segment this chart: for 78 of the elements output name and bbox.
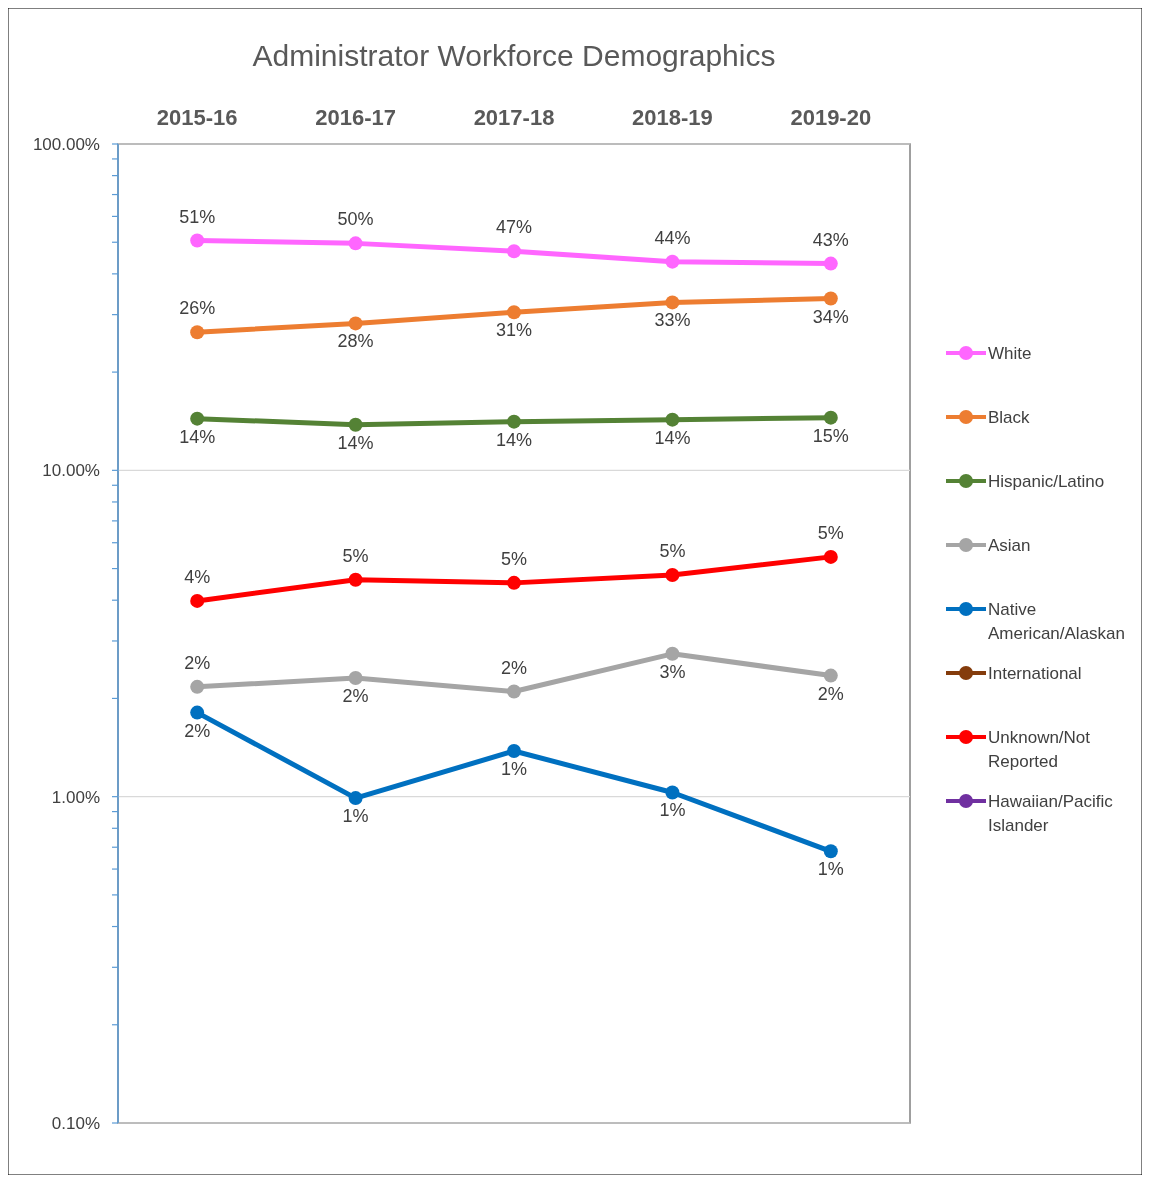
data-label: 5%	[342, 545, 369, 566]
data-label: 1%	[342, 806, 369, 827]
point	[348, 417, 363, 432]
point	[190, 233, 205, 248]
data-label: 14%	[337, 432, 374, 453]
data-label: 5%	[817, 522, 844, 543]
y-tick-label: 100.00%	[32, 135, 100, 154]
y-tick-label: 10.00%	[42, 461, 100, 481]
point	[665, 646, 680, 661]
data-label: 43%	[812, 229, 849, 250]
point	[665, 254, 680, 269]
point	[665, 295, 680, 310]
legend-label: International	[988, 664, 1082, 683]
legend-label: Hawaiian/Pacific Islander	[988, 792, 1114, 835]
data-label: 28%	[337, 331, 374, 352]
data-label: 1%	[817, 859, 844, 880]
point	[507, 684, 521, 699]
point	[823, 410, 838, 425]
point	[507, 244, 521, 259]
data-label: 44%	[654, 227, 691, 248]
point	[348, 572, 363, 587]
data-label: 2%	[342, 686, 369, 707]
data-label: 2%	[184, 652, 211, 673]
data-label: 2%	[817, 683, 844, 704]
x-tick-label: 2015-16	[156, 105, 238, 130]
point	[348, 236, 363, 251]
data-label: 47%	[495, 217, 533, 238]
point	[348, 316, 363, 331]
point	[665, 412, 680, 427]
data-label: 5%	[500, 548, 528, 569]
point	[190, 593, 205, 608]
point	[823, 291, 838, 306]
data-label: 2%	[500, 657, 528, 678]
point	[823, 256, 838, 271]
data-label: 14%	[654, 427, 691, 448]
data-label: 5%	[659, 540, 686, 561]
point	[665, 567, 680, 582]
point	[823, 844, 838, 859]
data-label: 15%	[812, 425, 849, 446]
point	[823, 668, 838, 683]
data-label: 14%	[495, 429, 533, 450]
data-label: 34%	[812, 306, 849, 327]
legend-label: White	[988, 344, 1032, 363]
chart-title: Administrator Workforce Demographics	[252, 39, 776, 72]
legend-label: Hispanic/Latino	[988, 472, 1105, 491]
legend-label: Asian	[988, 536, 1031, 555]
x-tick-label: 2016-17	[315, 105, 396, 130]
data-label: 33%	[654, 310, 691, 331]
point	[190, 705, 205, 720]
point	[348, 791, 363, 806]
data-label: 2%	[184, 720, 211, 741]
data-label: 3%	[659, 661, 686, 682]
point	[190, 679, 205, 694]
legend-label: Native American/Alaskan	[988, 600, 1126, 643]
point	[507, 575, 521, 590]
data-label: 50%	[337, 209, 374, 230]
point	[507, 414, 521, 429]
point	[348, 671, 363, 686]
data-label: 14%	[179, 426, 216, 447]
legend-label: Black	[988, 408, 1031, 427]
y-tick-label: 1.00%	[51, 787, 100, 807]
data-label: 26%	[179, 298, 216, 319]
point	[190, 325, 205, 340]
data-label: 1%	[500, 759, 528, 780]
legend-label: Unknown/Not Reported	[988, 728, 1091, 771]
point	[507, 305, 521, 320]
y-tick-label: 0.10%	[51, 1114, 100, 1133]
data-label: 1%	[659, 800, 686, 821]
point	[507, 744, 521, 759]
point	[665, 785, 680, 800]
data-label: 4%	[184, 566, 211, 587]
x-tick-label: 2018-19	[632, 105, 713, 130]
point	[823, 549, 838, 564]
x-tick-label: 2019-20	[790, 105, 872, 130]
data-label: 31%	[495, 320, 533, 341]
x-tick-label: 2017-18	[473, 105, 555, 130]
point	[190, 411, 205, 426]
data-label: 51%	[179, 206, 216, 227]
